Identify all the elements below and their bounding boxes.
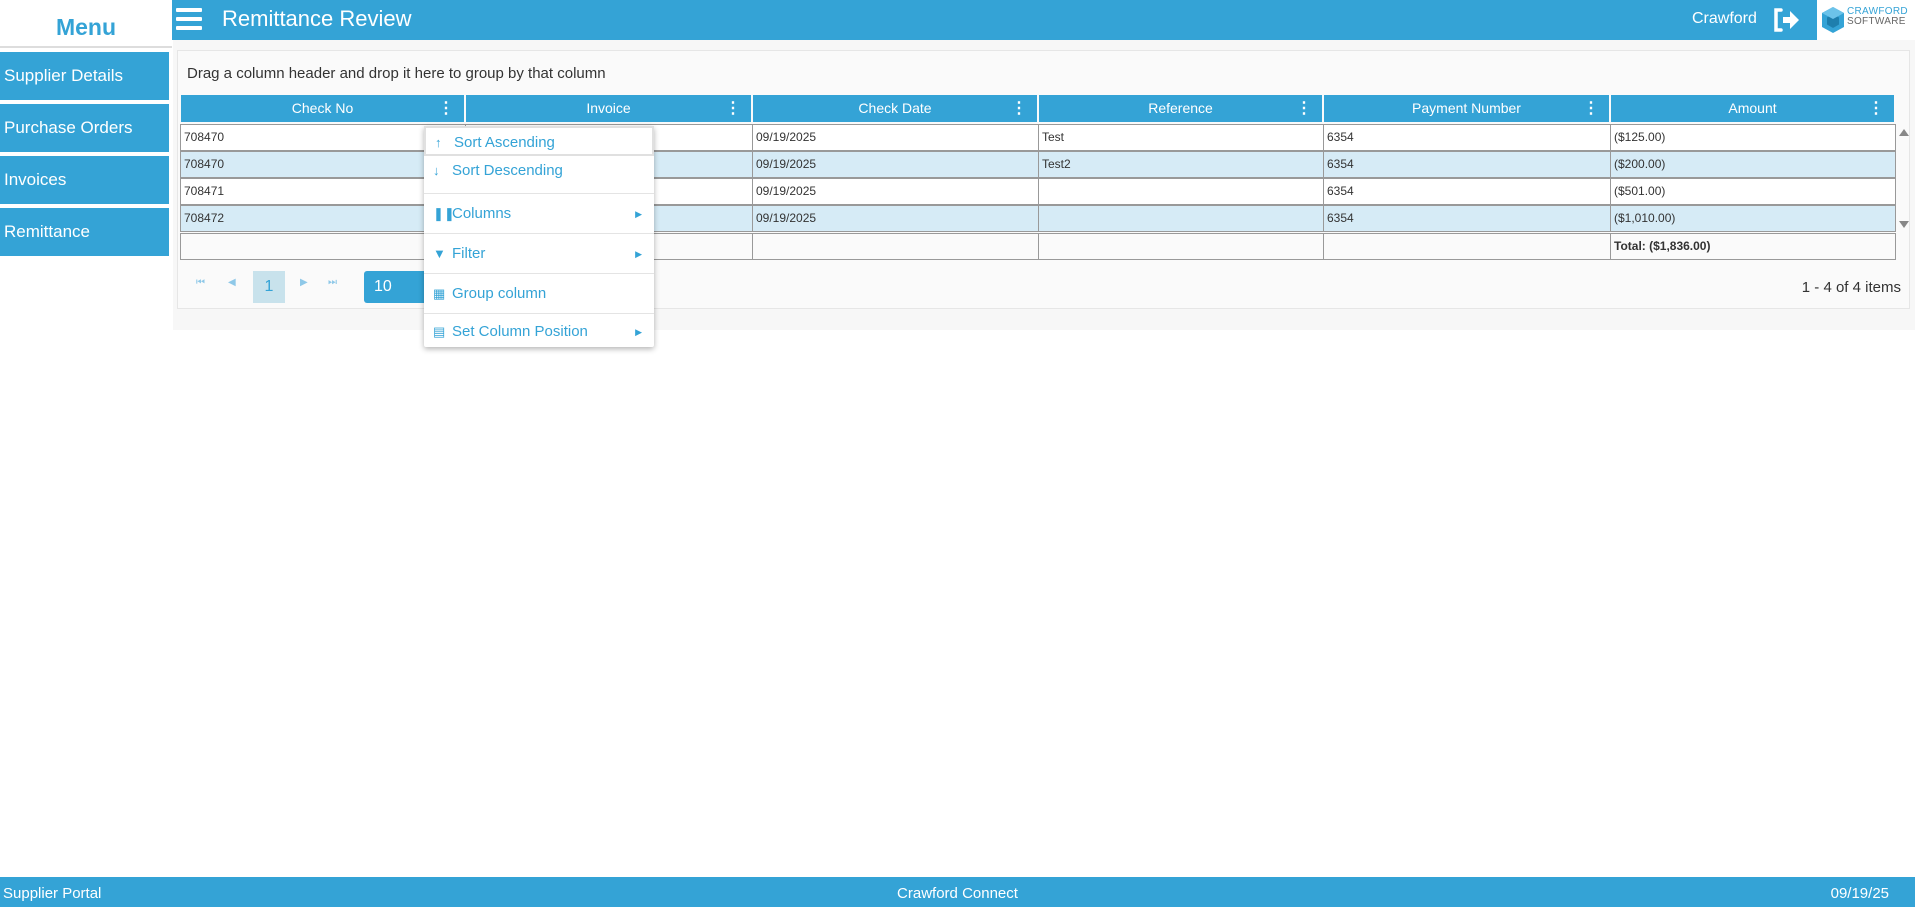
column-header-check-date[interactable]: Check Date ⋮ (753, 95, 1037, 122)
sidebar-item-purchase-orders[interactable]: Purchase Orders (0, 104, 169, 152)
cell: ($200.00) (1610, 151, 1896, 178)
cell: Test (1038, 124, 1324, 151)
footer-bar: Supplier Portal Crawford Connect 09/19/2… (0, 877, 1915, 907)
cell: 6354 (1323, 178, 1611, 205)
footer-center: Crawford Connect (897, 885, 1018, 902)
menu-item-set-column-position[interactable]: ▤ Set Column Position ▶ (424, 313, 654, 347)
top-bar: Remittance Review (172, 0, 1817, 40)
column-menu-icon[interactable]: ⋮ (1868, 100, 1884, 117)
cell: ($125.00) (1610, 124, 1896, 151)
sidebar-item-supplier-details[interactable]: Supplier Details (0, 52, 169, 100)
cell (1038, 233, 1324, 260)
cell: 6354 (1323, 205, 1611, 232)
chevron-right-icon: ▶ (635, 249, 642, 259)
cell: 09/19/2025 (752, 124, 1039, 151)
page-title: Remittance Review (222, 6, 412, 31)
crawford-software-logo: CRAWFORD SOFTWARE (1817, 0, 1915, 40)
cell: Test2 (1038, 151, 1324, 178)
cell: 09/19/2025 (752, 205, 1039, 232)
column-menu-icon[interactable]: ⋮ (1583, 100, 1599, 117)
cell (752, 233, 1039, 260)
logo-cube-icon (1822, 7, 1844, 33)
column-menu-icon[interactable]: ⋮ (1296, 100, 1312, 117)
column-menu-icon[interactable]: ⋮ (438, 100, 454, 117)
logout-icon[interactable] (1772, 8, 1802, 32)
cell: 708470 (180, 151, 466, 178)
cell: 708472 (180, 205, 466, 232)
column-menu-icon[interactable]: ⋮ (725, 100, 741, 117)
arrow-down-icon: ↓ (433, 163, 440, 178)
cell: 09/19/2025 (752, 178, 1039, 205)
scroll-down-arrow-icon[interactable] (1899, 221, 1909, 228)
arrow-up-icon: ↑ (435, 135, 442, 150)
footer-left: Supplier Portal (3, 885, 102, 902)
footer-date: 09/19/25 (1830, 885, 1889, 902)
menu-item-sort-descending[interactable]: ↓ Sort Descending (424, 156, 654, 186)
list-icon: ▤ (433, 324, 446, 339)
next-page-icon[interactable]: ▶ (300, 277, 308, 288)
chevron-right-icon: ▶ (635, 327, 642, 337)
menu-title: Menu (0, 0, 172, 48)
cell: 6354 (1323, 124, 1611, 151)
column-header-payment-number[interactable]: Payment Number ⋮ (1324, 95, 1609, 122)
page-size-select[interactable]: 10 (364, 271, 424, 303)
menu-item-sort-ascending[interactable]: ↑ Sort Ascending (424, 126, 654, 156)
sidebar-item-remittance[interactable]: Remittance (0, 208, 169, 256)
chevron-right-icon: ▶ (635, 209, 642, 219)
scroll-up-arrow-icon[interactable] (1899, 129, 1909, 136)
group-drop-area[interactable]: Drag a column header and drop it here to… (187, 65, 606, 82)
group-grid-icon: ▦ (433, 286, 446, 301)
prev-page-icon[interactable]: ◀ (228, 277, 236, 288)
table-row[interactable]: 708470 09/19/2025 Test 6354 ($125.00) (180, 124, 1897, 151)
user-name: Crawford (1692, 10, 1757, 27)
menu-item-columns[interactable]: ❚❚ Columns ▶ (424, 193, 654, 233)
columns-icon: ❚❚ (433, 206, 455, 221)
column-menu: ↑ Sort Ascending ↓ Sort Descending ❚❚ Colum… (424, 126, 654, 347)
column-header-amount[interactable]: Amount ⋮ (1611, 95, 1894, 122)
cell: 6354 (1323, 151, 1611, 178)
last-page-icon[interactable]: ⏭ (328, 277, 337, 288)
cell (1038, 205, 1324, 232)
cell: Total: ($1,836.00) (1610, 233, 1896, 260)
cell: 09/19/2025 (752, 151, 1039, 178)
filter-icon: ▼ (433, 246, 446, 261)
cell (1038, 178, 1324, 205)
column-header-reference[interactable]: Reference ⋮ (1039, 95, 1322, 122)
cell (1323, 233, 1611, 260)
sidebar-item-invoices[interactable]: Invoices (0, 156, 169, 204)
items-info: 1 - 4 of 4 items (1801, 279, 1901, 296)
page-button-1[interactable]: 1 (253, 271, 285, 303)
cell: ($1,010.00) (1610, 205, 1896, 232)
menu-item-group-column[interactable]: ▦ Group column (424, 273, 654, 313)
column-header-check-no[interactable]: Check No ⋮ (181, 95, 464, 122)
menu-item-filter[interactable]: ▼ Filter ▶ (424, 233, 654, 273)
sidebar: Menu Supplier Details Purchase Orders In… (0, 0, 172, 260)
first-page-icon[interactable]: ⏮ (196, 277, 205, 288)
pager: ⏮ ◀ 1 ▶ ⏭ 10 1 - 4 of 4 items (178, 269, 1909, 303)
cell (180, 233, 466, 260)
column-menu-icon[interactable]: ⋮ (1011, 100, 1027, 117)
column-header-invoice[interactable]: Invoice ⋮ (466, 95, 751, 122)
hamburger-menu-icon[interactable] (176, 8, 202, 30)
cell: ($501.00) (1610, 178, 1896, 205)
